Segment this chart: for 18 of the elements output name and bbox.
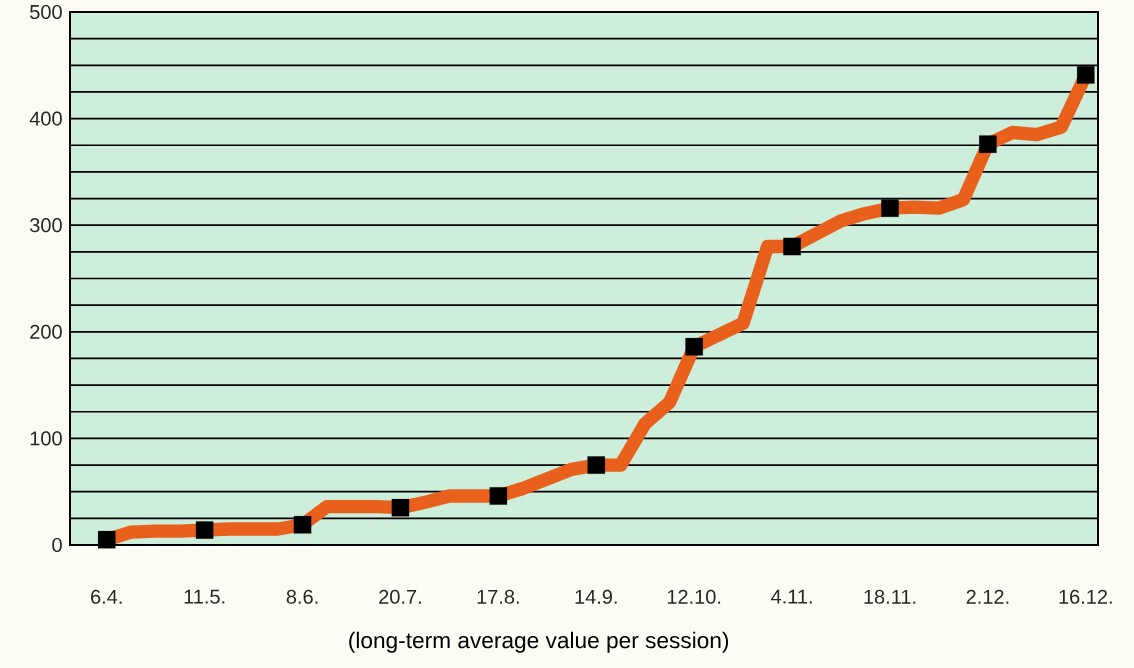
x-tick-label: 2.12.	[966, 589, 1009, 604]
x-tick-label: 16.12.	[1059, 589, 1112, 604]
x-axis-title: (long-term average value per session)	[349, 631, 729, 653]
y-tick-label: 100	[30, 431, 62, 446]
x-tick-label: 6.4.	[91, 589, 122, 604]
x-tick-label: 20.7.	[379, 589, 421, 604]
x-tick-label: 4.11.	[771, 589, 812, 604]
y-tick-label: 500	[30, 4, 62, 20]
y-tick-label: 400	[29, 111, 62, 126]
y-tick-label: 0	[52, 537, 62, 553]
x-tick-label: 11.5.	[184, 589, 225, 604]
x-tick-label: 18.11.	[864, 589, 916, 604]
x-tick-label: 12.10.	[667, 589, 721, 604]
x-tick-label: 14.9.	[575, 589, 617, 604]
x-tick-label: 17.8.	[477, 589, 519, 604]
x-tick-label: 8.6.	[286, 589, 318, 604]
y-tick-label: 300	[30, 218, 62, 233]
y-tick-label: 200	[30, 324, 62, 339]
